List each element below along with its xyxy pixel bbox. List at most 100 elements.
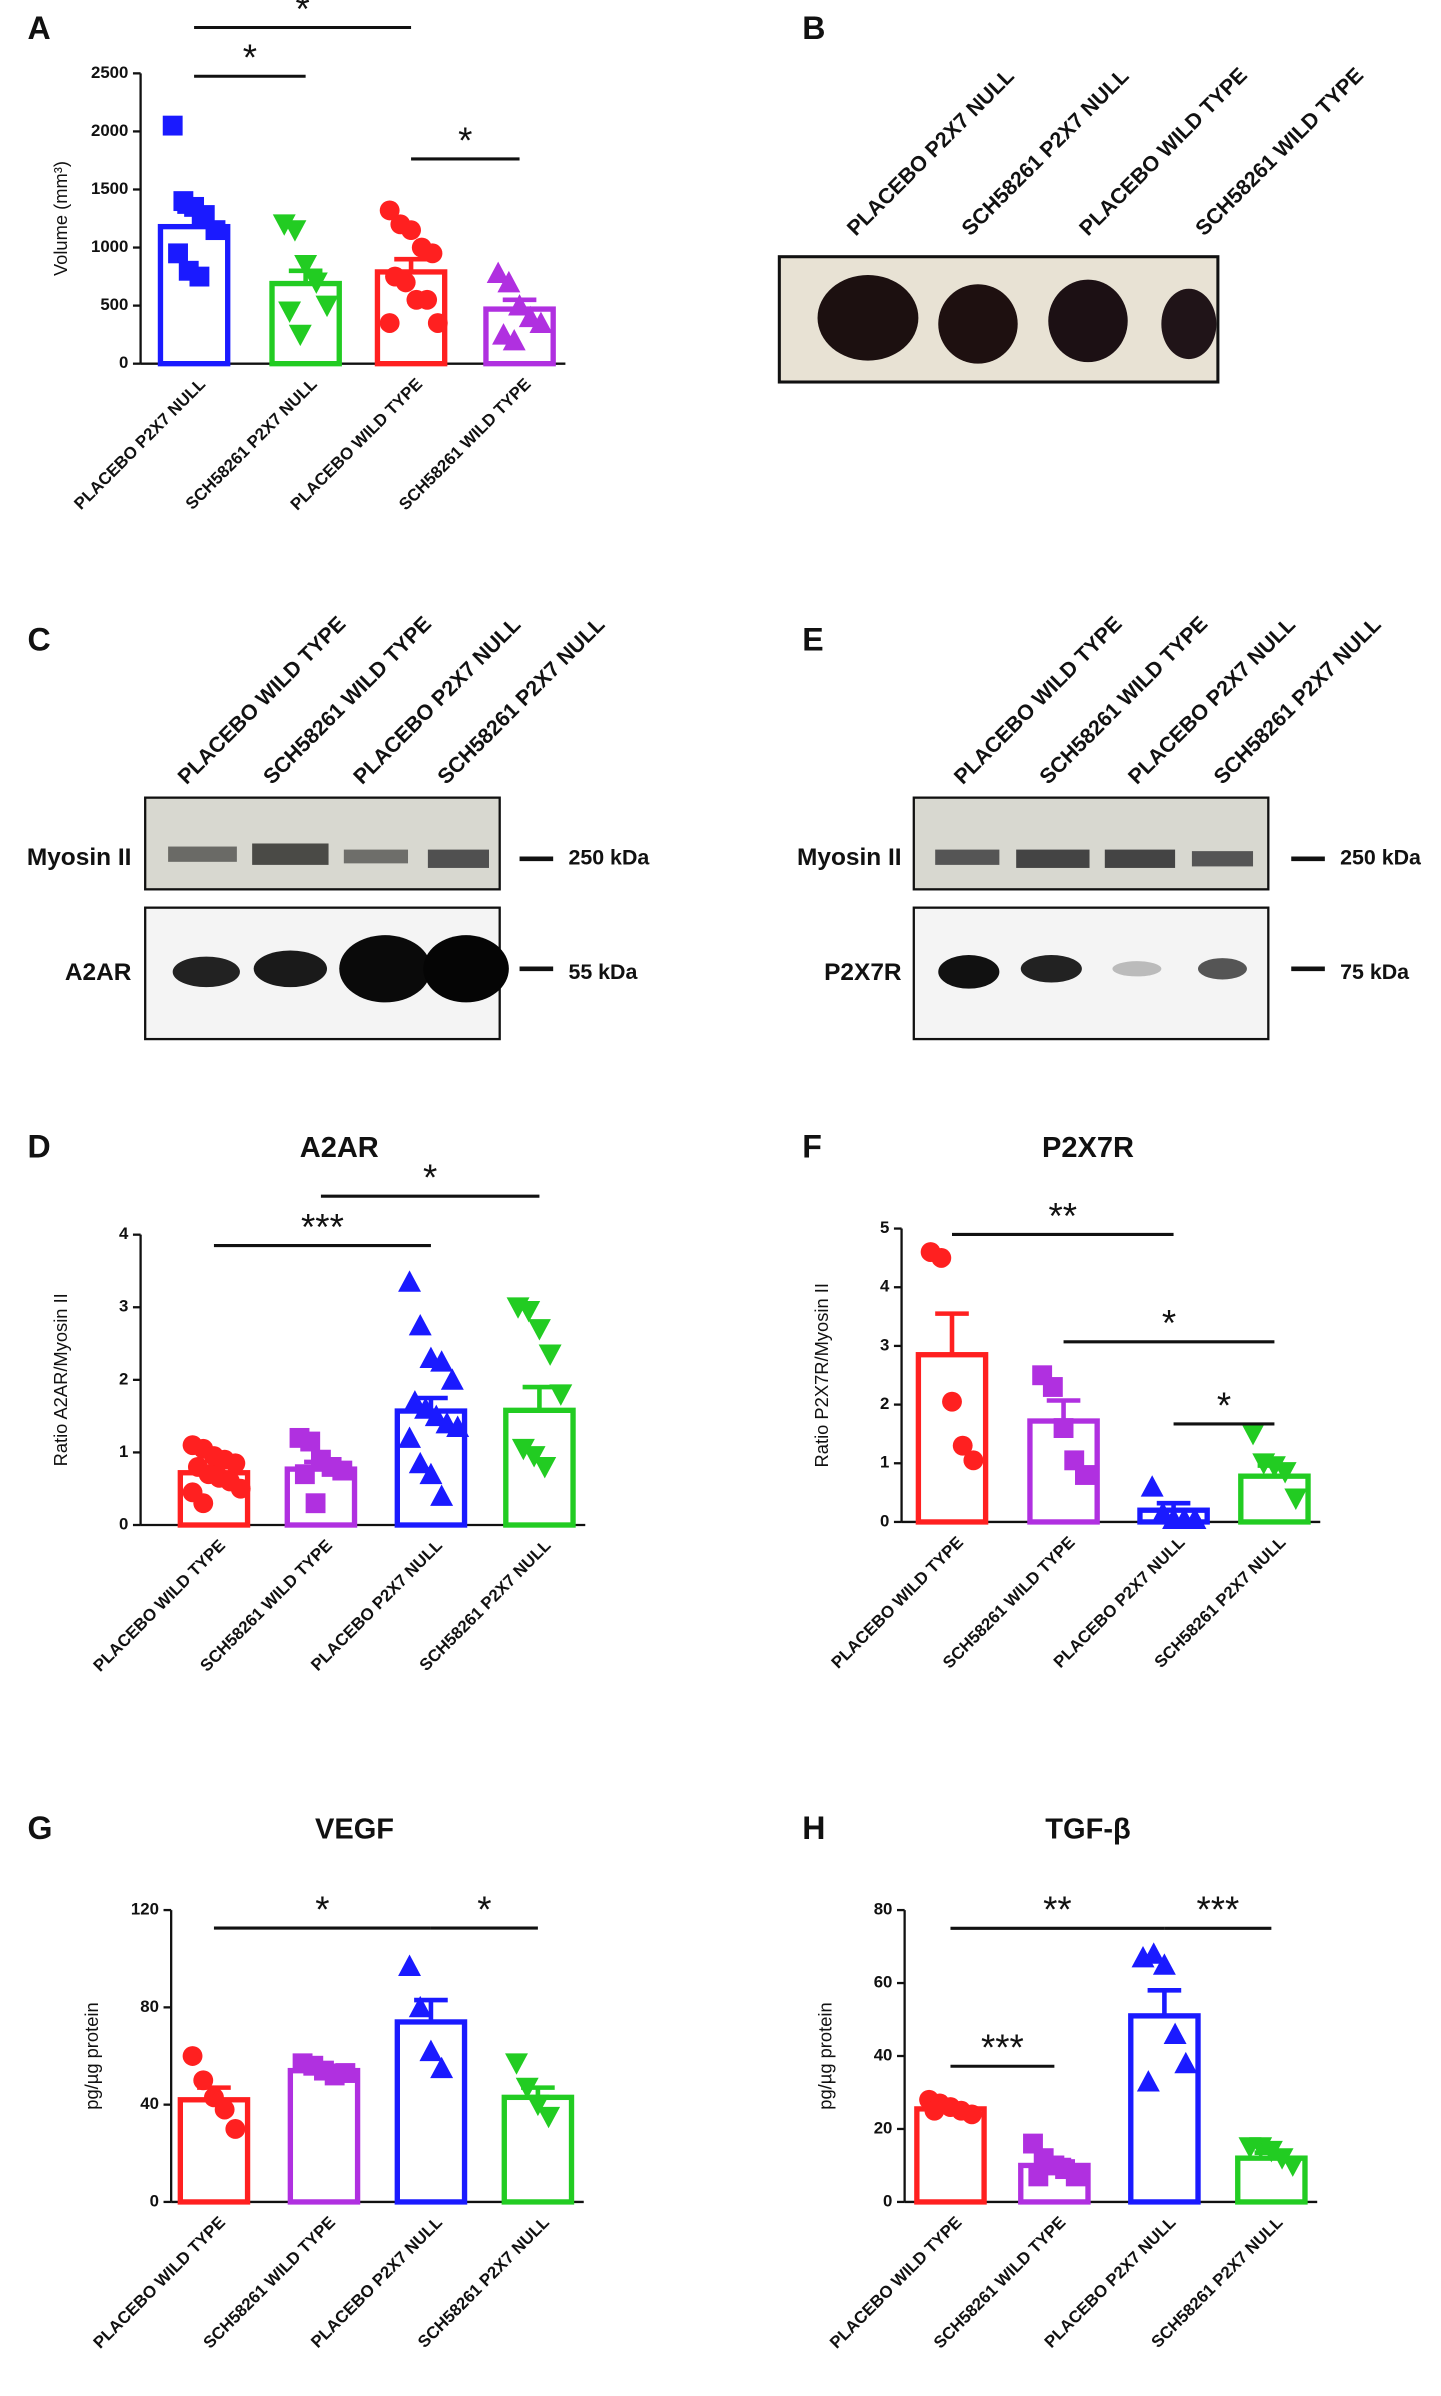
y-tick-label: 60	[874, 1972, 893, 1991]
y-tick-label: 2000	[91, 121, 128, 140]
bar	[157, 223, 231, 367]
data-point	[942, 1391, 962, 1412]
data-point	[430, 2056, 454, 2079]
y-tick-label: 20	[874, 2118, 893, 2137]
data-point	[1259, 2140, 1283, 2163]
tumor-photo	[777, 255, 1220, 384]
data-point	[1136, 2070, 1160, 2092]
lane-label: SCH58261 WILD TYPE	[259, 612, 436, 789]
lane-label: PLACEBO WILD TYPE	[173, 612, 350, 789]
data-point	[549, 1384, 573, 1406]
panel-label: C	[28, 621, 51, 657]
chart-title: TGF-β	[1045, 1813, 1130, 1845]
size-label: 250 kDa	[1340, 845, 1422, 869]
chart-title: P2X7R	[1042, 1132, 1134, 1164]
data-point	[414, 1397, 438, 1419]
y-tick-label: 3	[880, 1335, 889, 1354]
data-point	[446, 1415, 470, 1437]
data-point	[486, 261, 510, 284]
lane-label: SCH58261 P2X7 NULL	[433, 612, 610, 789]
size-label: 55 kDa	[568, 960, 638, 984]
bar	[269, 280, 342, 367]
y-tick-label: 1500	[91, 179, 128, 198]
data-point	[440, 1368, 464, 1390]
data-point	[526, 2094, 550, 2117]
data-point	[294, 1464, 315, 1485]
significance-label: **	[1043, 1889, 1072, 1930]
data-point	[1270, 2148, 1294, 2170]
data-point	[379, 313, 400, 333]
panel-label: B	[802, 10, 825, 46]
significance-label: *	[477, 1889, 491, 1930]
data-point	[182, 2046, 203, 2066]
y-tick-label: 500	[100, 295, 128, 314]
chart-title: VEGF	[315, 1813, 394, 1845]
chart-title: A2AR	[300, 1132, 379, 1164]
bar	[177, 2097, 251, 2205]
y-axis-label: Volume (mm³)	[50, 161, 71, 276]
data-point	[1174, 2051, 1198, 2074]
y-tick-label: 40	[140, 2094, 159, 2113]
data-point	[305, 1493, 326, 1514]
data-point	[401, 220, 421, 241]
y-tick-label: 1000	[91, 237, 128, 256]
panel-label: D	[28, 1129, 51, 1165]
data-point	[398, 1270, 421, 1292]
data-point	[398, 1954, 421, 1976]
significance-label: ***	[1196, 1889, 1239, 1930]
panel-label: H	[802, 1810, 825, 1846]
data-point	[1183, 1507, 1207, 1529]
data-point	[924, 2100, 945, 2121]
data-point	[961, 2104, 982, 2125]
data-point	[1152, 1953, 1176, 1975]
significance-label: *	[315, 1889, 329, 1930]
lane-label: PLACEBO P2X7 NULL	[349, 612, 526, 789]
y-tick-label: 2500	[91, 63, 128, 82]
data-point	[505, 2053, 528, 2075]
significance-label: *	[243, 37, 257, 78]
y-tick-label: 1	[880, 1453, 889, 1472]
data-point	[315, 295, 339, 318]
data-point	[533, 1457, 557, 1479]
significance-label: **	[1049, 1195, 1078, 1236]
data-point	[497, 270, 521, 293]
data-point	[395, 272, 416, 293]
data-point	[1284, 1488, 1308, 1510]
bar	[915, 1352, 989, 1525]
data-point	[194, 205, 215, 225]
row-label: Myosin II	[797, 844, 902, 871]
y-tick-label: 2	[880, 1394, 889, 1413]
data-point	[283, 220, 307, 242]
data-point	[408, 1313, 432, 1336]
y-tick-label: 1	[119, 1442, 128, 1461]
data-point	[408, 1995, 432, 2018]
data-point	[1163, 2022, 1187, 2045]
data-point	[294, 255, 318, 277]
data-point	[168, 243, 188, 264]
y-tick-label: 0	[150, 2191, 159, 2210]
size-label: 250 kDa	[568, 845, 650, 869]
data-point	[963, 1450, 984, 1471]
data-point	[1075, 1465, 1095, 1485]
significance-label: ***	[301, 1206, 344, 1247]
y-axis-label: Ratio P2X7R/Myosin II	[811, 1283, 832, 1467]
y-axis-label: pg/µg protein	[81, 2002, 102, 2109]
data-point	[288, 324, 312, 347]
significance-label: *	[295, 0, 309, 29]
data-point	[398, 1426, 421, 1448]
y-tick-label: 80	[140, 1997, 159, 2016]
data-point	[952, 1435, 973, 1456]
data-point	[1053, 1418, 1074, 1438]
data-point	[522, 1446, 546, 1468]
significance-label: *	[1162, 1303, 1176, 1344]
y-tick-label: 80	[874, 1900, 893, 1919]
data-point	[162, 115, 183, 136]
data-point	[430, 1484, 454, 1506]
data-point	[511, 1438, 535, 1461]
row-label: A2AR	[65, 959, 132, 986]
data-point	[225, 2119, 246, 2139]
data-point	[1140, 1475, 1164, 1497]
western-blot-c	[144, 796, 554, 1041]
data-point	[517, 1300, 541, 1323]
